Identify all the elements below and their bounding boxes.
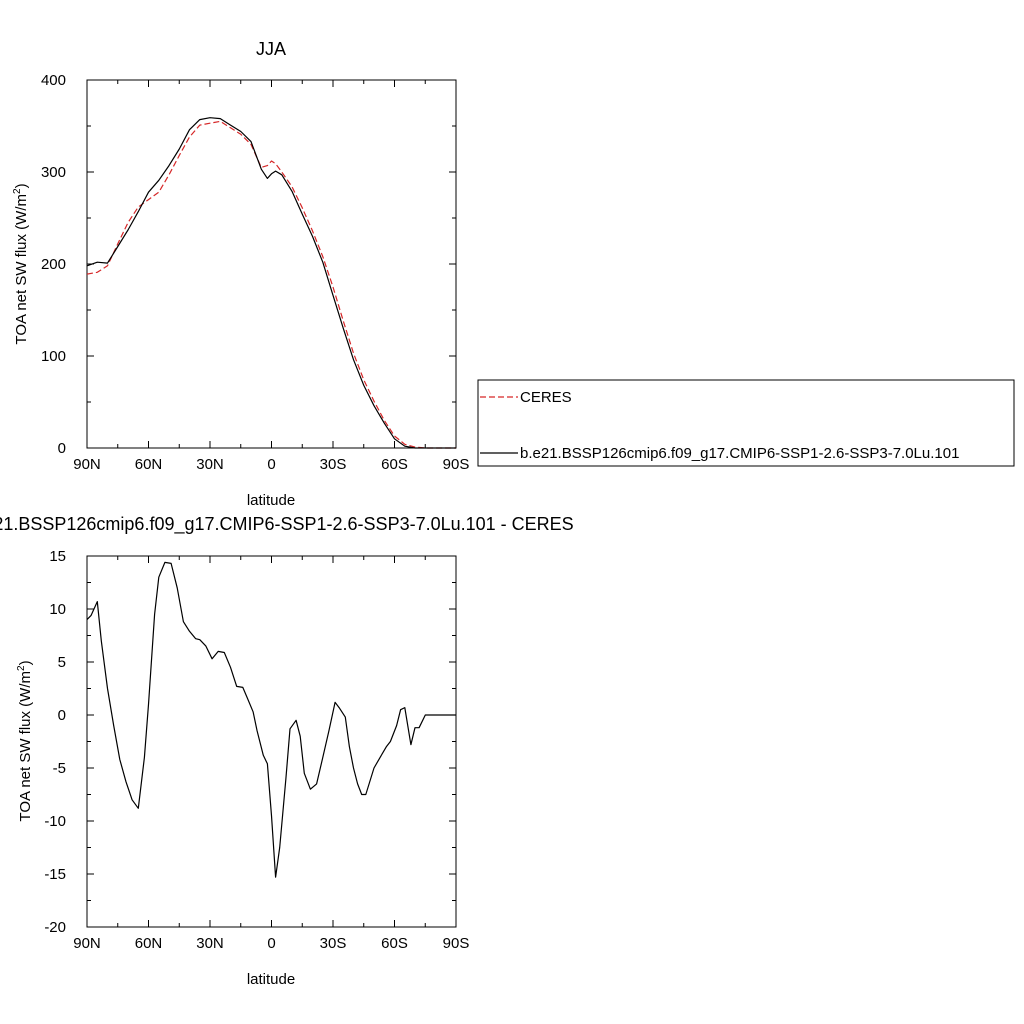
legend-label-model: b.e21.BSSP126cmip6.f09_g17.CMIP6-SSP1-2.… <box>520 445 959 462</box>
x-tick-label: 60N <box>135 456 163 473</box>
y-tick-label: -15 <box>44 866 66 883</box>
y-tick-label: 100 <box>41 348 66 365</box>
x-tick-label: 30S <box>320 935 347 952</box>
y-tick-label: 0 <box>58 707 66 724</box>
y-axis-label: TOA net SW flux (W/m2) <box>16 660 34 821</box>
chart-panel-bottom: b.e21.BSSP126cmip6.f09_g17.CMIP6-SSP1-2.… <box>0 514 574 988</box>
series-lines <box>86 117 456 449</box>
series-line-difference <box>86 561 456 878</box>
plot-frame <box>86 555 457 928</box>
x-tick-label: 0 <box>267 456 275 473</box>
y-tick-label: -20 <box>44 919 66 936</box>
chart-title: JJA <box>256 39 286 59</box>
x-tick-label: 60N <box>135 935 163 952</box>
y-tick-label: 300 <box>41 164 66 181</box>
legend-label-ceres: CERES <box>520 389 572 406</box>
y-tick-label: 400 <box>41 72 66 89</box>
x-tick-label: 30S <box>320 456 347 473</box>
y-tick-label: -5 <box>53 760 66 777</box>
chart-panel-top: JJA 90N 60N 30N 0 30S 60S 90S 0 100 200 300 400 lat… <box>12 39 1015 509</box>
chart-title: b.e21.BSSP126cmip6.f09_g17.CMIP6-SSP1-2.… <box>0 514 574 535</box>
x-tick-label: 90N <box>73 935 101 952</box>
y-tick-label: 0 <box>58 440 66 457</box>
x-axis-label: latitude <box>247 492 295 509</box>
legend: CERES b.e21.BSSP126cmip6.f09_g17.CMIP6-S… <box>477 379 1015 467</box>
y-tick-label: -10 <box>44 813 66 830</box>
y-tick-label: 15 <box>49 548 66 565</box>
plot-frame <box>86 79 457 449</box>
series-line-b-e21-bssp126cmip6-f09-g17-cmi <box>86 117 456 449</box>
x-tick-label: 30N <box>196 456 224 473</box>
x-tick-label: 90S <box>443 456 470 473</box>
axes: 90N 60N 30N 0 30S 60S 90S -20 -15 -10 -5 0 5 10 15 <box>44 548 469 952</box>
x-tick-label: 60S <box>381 456 408 473</box>
y-tick-label: 5 <box>58 654 66 671</box>
x-tick-label: 90S <box>443 935 470 952</box>
x-tick-label: 0 <box>267 935 275 952</box>
y-axis-label: TOA net SW flux (W/m2) <box>12 183 30 344</box>
axes: 90N 60N 30N 0 30S 60S 90S 0 100 200 300 400 <box>41 72 469 473</box>
legend-box <box>477 379 1015 467</box>
series-lines <box>86 561 456 878</box>
y-tick-label: 200 <box>41 256 66 273</box>
x-tick-label: 90N <box>73 456 101 473</box>
x-tick-label: 30N <box>196 935 224 952</box>
series-line-ceres <box>86 120 456 449</box>
x-tick-label: 60S <box>381 935 408 952</box>
x-axis-label: latitude <box>247 971 295 988</box>
y-tick-label: 10 <box>49 601 66 618</box>
